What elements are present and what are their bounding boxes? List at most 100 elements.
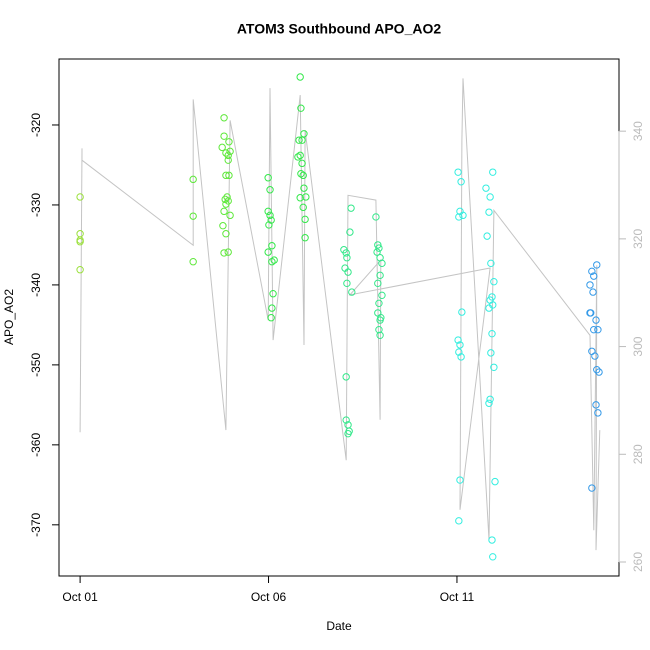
- point: [483, 232, 491, 240]
- point: [491, 477, 499, 486]
- point: [342, 373, 350, 381]
- point: [455, 348, 463, 356]
- point: [220, 132, 228, 140]
- y-tick-label: -350: [29, 353, 43, 377]
- point: [482, 184, 490, 192]
- point: [219, 222, 227, 230]
- point: [488, 536, 496, 544]
- point: [490, 363, 498, 371]
- point: [224, 151, 232, 160]
- point: [588, 347, 596, 355]
- point: [592, 401, 600, 409]
- y2-tick-label: 280: [631, 444, 645, 464]
- point: [189, 258, 197, 266]
- point: [456, 341, 464, 349]
- point: [300, 130, 308, 138]
- point: [225, 171, 233, 180]
- point: [588, 267, 596, 276]
- point: [344, 429, 352, 438]
- point: [297, 104, 305, 112]
- point: [454, 168, 462, 176]
- point: [586, 281, 594, 289]
- point: [296, 194, 304, 202]
- point: [226, 211, 234, 220]
- point: [459, 211, 467, 220]
- point: [375, 244, 383, 252]
- x-tick-label: Oct 01: [62, 590, 98, 604]
- point: [267, 216, 275, 224]
- point: [225, 138, 233, 146]
- point: [595, 368, 603, 376]
- point: [372, 213, 380, 221]
- point: [189, 212, 197, 220]
- point: [376, 331, 384, 339]
- point: [375, 325, 383, 334]
- point: [76, 238, 84, 246]
- point: [593, 365, 601, 374]
- point: [299, 171, 307, 180]
- y-axis-label: APO_AO2: [2, 289, 16, 345]
- point: [266, 186, 274, 194]
- point: [485, 399, 493, 407]
- y-tick-label: -320: [29, 113, 43, 137]
- point: [348, 288, 356, 296]
- point: [222, 171, 230, 180]
- y-tick-label: -330: [29, 193, 43, 217]
- point: [376, 271, 384, 280]
- point: [488, 329, 496, 338]
- point: [224, 248, 232, 256]
- point: [487, 259, 495, 268]
- point: [298, 159, 306, 168]
- point: [487, 349, 495, 357]
- y2-tick-label: 300: [631, 336, 645, 356]
- point: [486, 193, 494, 201]
- point: [455, 213, 463, 221]
- point: [264, 174, 272, 182]
- x-tick-label: Oct 11: [440, 590, 475, 604]
- point: [485, 304, 493, 312]
- y2-tick-label: 260: [631, 552, 645, 572]
- point: [378, 291, 386, 300]
- point: [374, 241, 382, 249]
- point: [342, 416, 350, 424]
- point: [220, 249, 228, 257]
- point: [301, 234, 309, 242]
- point: [375, 299, 383, 308]
- point: [218, 143, 226, 152]
- plot-frame: [58, 58, 620, 577]
- point: [264, 248, 272, 256]
- point: [76, 230, 84, 238]
- point: [226, 147, 234, 156]
- point: [490, 278, 498, 286]
- point: [267, 313, 275, 322]
- y2-line: [79, 78, 601, 551]
- point: [587, 309, 595, 317]
- y2-tick-label: 320: [631, 229, 645, 249]
- point: [302, 193, 310, 201]
- point: [220, 114, 228, 122]
- point: [486, 395, 494, 403]
- point: [295, 136, 303, 144]
- point: [485, 208, 493, 216]
- point: [76, 266, 84, 274]
- point: [594, 325, 602, 334]
- point: [342, 249, 350, 257]
- point: [590, 325, 598, 334]
- point: [222, 200, 230, 208]
- x-tick-label: Oct 06: [251, 590, 287, 604]
- point: [296, 73, 304, 81]
- point: [456, 476, 464, 484]
- point: [590, 272, 598, 280]
- point: [373, 248, 381, 256]
- point: [374, 279, 382, 288]
- point: [457, 178, 465, 186]
- point: [589, 288, 597, 296]
- point: [457, 353, 465, 361]
- point: [222, 149, 230, 157]
- point: [593, 261, 601, 269]
- point: [344, 268, 352, 276]
- y-tick-label: -370: [29, 512, 43, 536]
- point: [343, 254, 351, 262]
